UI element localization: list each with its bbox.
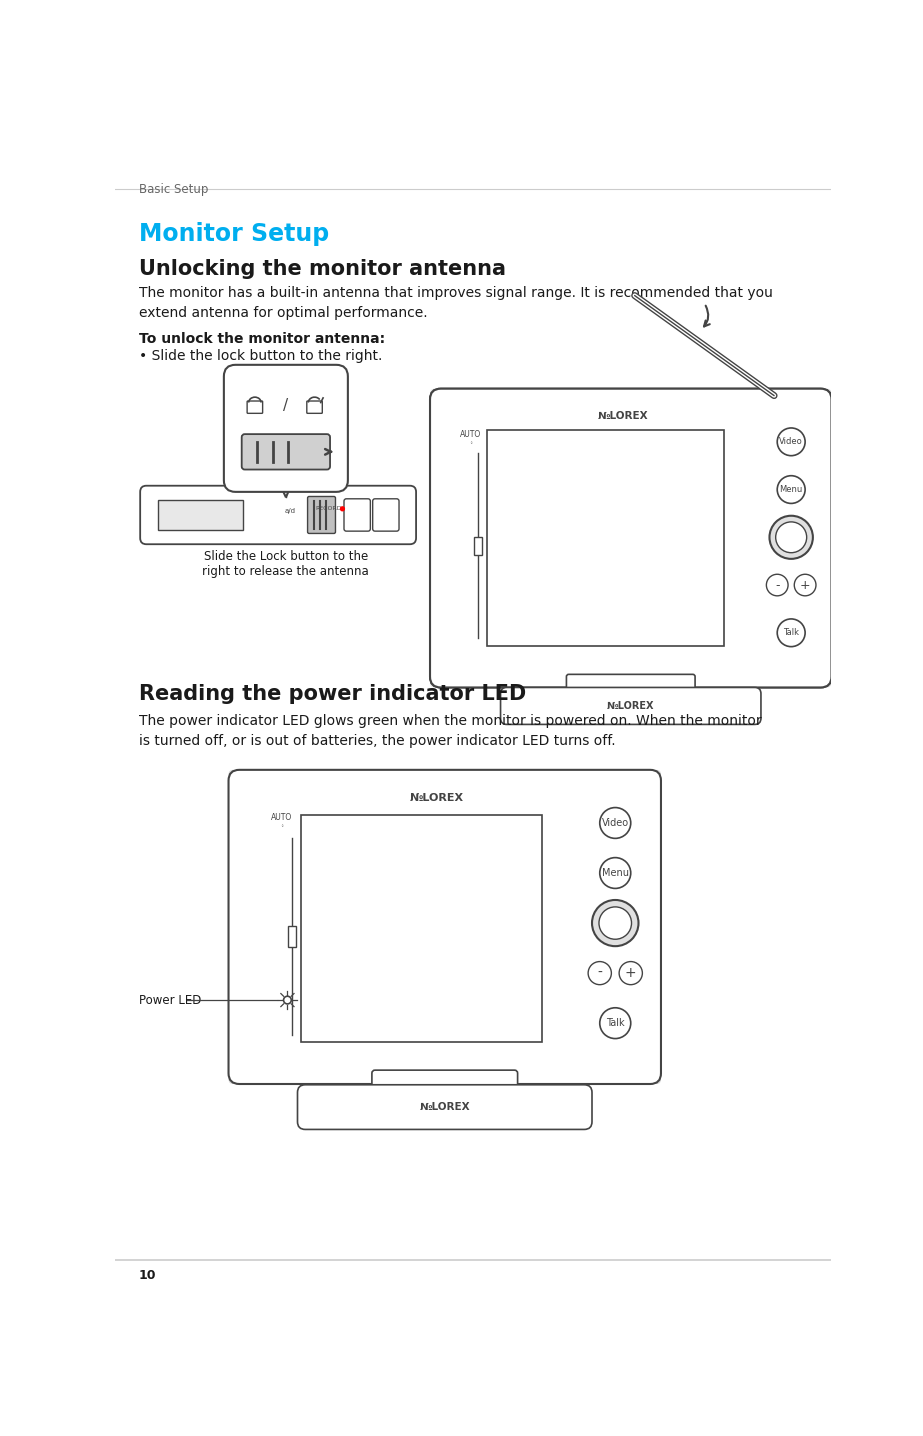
Circle shape <box>777 475 805 504</box>
Text: №LOREX: №LOREX <box>419 1101 470 1111</box>
Circle shape <box>619 962 642 985</box>
FancyBboxPatch shape <box>430 389 832 688</box>
Text: Video: Video <box>779 438 803 447</box>
Text: Unlocking the monitor antenna: Unlocking the monitor antenna <box>138 258 506 279</box>
Circle shape <box>283 997 292 1004</box>
Text: RECORD: RECORD <box>315 507 342 511</box>
FancyBboxPatch shape <box>500 688 761 724</box>
FancyBboxPatch shape <box>229 770 661 1084</box>
Bar <box>302 816 542 1043</box>
FancyBboxPatch shape <box>567 675 695 696</box>
Text: -: - <box>597 966 602 981</box>
FancyBboxPatch shape <box>224 365 348 493</box>
Polygon shape <box>278 480 294 497</box>
Bar <box>158 500 244 530</box>
Circle shape <box>600 857 630 889</box>
FancyBboxPatch shape <box>307 497 335 533</box>
FancyBboxPatch shape <box>430 389 832 688</box>
Circle shape <box>766 574 788 596</box>
Text: Reading the power indicator LED: Reading the power indicator LED <box>138 685 526 705</box>
Text: -: - <box>775 579 780 592</box>
Circle shape <box>599 908 631 939</box>
Circle shape <box>777 428 805 455</box>
Text: • Slide the lock button to the right.: • Slide the lock button to the right. <box>138 349 382 363</box>
Circle shape <box>770 516 813 559</box>
Text: Talk: Talk <box>605 1018 625 1028</box>
Circle shape <box>775 521 807 553</box>
Circle shape <box>777 619 805 646</box>
Bar <box>288 926 296 948</box>
FancyBboxPatch shape <box>297 1084 592 1130</box>
FancyBboxPatch shape <box>229 770 661 1084</box>
FancyBboxPatch shape <box>344 498 370 531</box>
Text: The monitor has a built-in antenna that improves signal range. It is recommended: The monitor has a built-in antenna that … <box>138 286 773 320</box>
Circle shape <box>592 900 639 946</box>
Text: Basic Setup: Basic Setup <box>138 184 208 197</box>
Text: Menu: Menu <box>780 485 803 494</box>
FancyBboxPatch shape <box>430 389 832 688</box>
Text: Monitor Setup: Monitor Setup <box>138 223 329 247</box>
FancyBboxPatch shape <box>372 1070 518 1096</box>
FancyBboxPatch shape <box>247 401 263 414</box>
Circle shape <box>588 962 611 985</box>
Text: Video: Video <box>602 819 629 829</box>
Circle shape <box>600 1008 630 1038</box>
Text: AUTO: AUTO <box>460 429 481 438</box>
Text: +: + <box>800 579 810 592</box>
Text: /: / <box>283 398 288 414</box>
Text: Menu: Menu <box>602 867 629 877</box>
Circle shape <box>600 807 630 839</box>
Text: To unlock the monitor antenna:: To unlock the monitor antenna: <box>138 333 385 346</box>
Circle shape <box>795 574 816 596</box>
Text: 10: 10 <box>138 1269 156 1282</box>
FancyBboxPatch shape <box>306 401 322 414</box>
Text: ◦: ◦ <box>469 442 472 447</box>
Text: AUTO: AUTO <box>271 813 293 821</box>
Text: Talk: Talk <box>784 629 799 638</box>
Circle shape <box>341 507 344 511</box>
FancyBboxPatch shape <box>140 485 416 544</box>
Text: №LOREX: №LOREX <box>598 411 648 421</box>
FancyBboxPatch shape <box>373 498 399 531</box>
Text: №LOREX: №LOREX <box>410 793 464 803</box>
FancyBboxPatch shape <box>242 434 330 470</box>
Bar <box>487 431 724 646</box>
Text: ◦: ◦ <box>281 824 283 830</box>
Text: The power indicator LED glows green when the monitor is powered on. When the mon: The power indicator LED glows green when… <box>138 714 761 748</box>
Text: Slide the Lock button to the
right to release the antenna: Slide the Lock button to the right to re… <box>202 550 369 577</box>
Text: +: + <box>625 966 637 981</box>
Bar <box>474 537 482 554</box>
Text: Power LED: Power LED <box>138 994 201 1007</box>
Text: №LOREX: №LOREX <box>607 701 654 711</box>
Text: a/d: a/d <box>284 508 295 514</box>
